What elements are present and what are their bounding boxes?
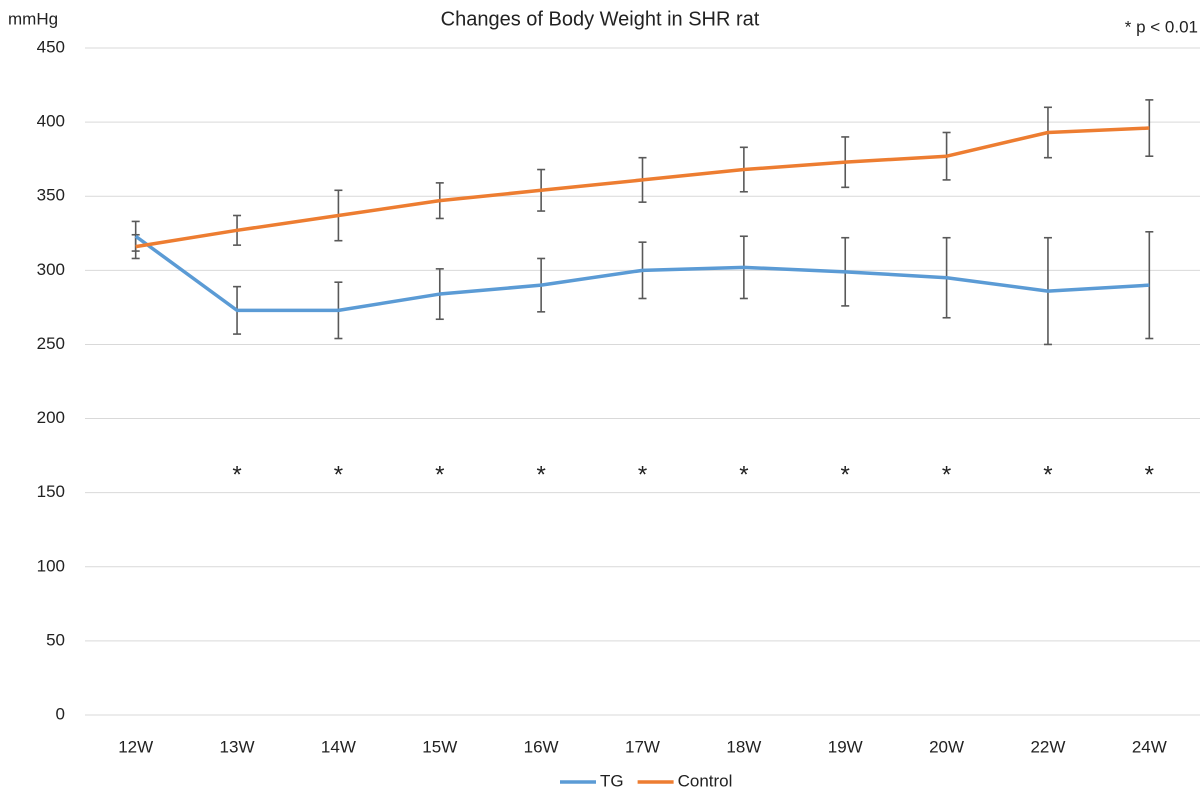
- x-tick-label: 22W: [1030, 737, 1065, 756]
- significance-marker: *: [435, 461, 444, 488]
- significance-marker: *: [739, 461, 748, 488]
- significance-marker: *: [638, 461, 647, 488]
- y-tick-label: 0: [56, 704, 65, 723]
- annotation: * p < 0.01: [1125, 17, 1198, 36]
- y-tick-label: 300: [37, 260, 65, 279]
- significance-marker: *: [1145, 461, 1154, 488]
- significance-marker: *: [1043, 461, 1052, 488]
- significance-marker: *: [942, 461, 951, 488]
- x-tick-label: 17W: [625, 737, 660, 756]
- chart-title: Changes of Body Weight in SHR rat: [441, 8, 760, 30]
- x-tick-label: 15W: [422, 737, 457, 756]
- y-tick-label: 450: [37, 37, 65, 56]
- legend-label: Control: [678, 771, 733, 790]
- x-tick-label: 18W: [726, 737, 761, 756]
- y-tick-label: 50: [46, 630, 65, 649]
- x-tick-label: 14W: [321, 737, 356, 756]
- x-tick-label: 24W: [1132, 737, 1167, 756]
- y-tick-label: 150: [37, 482, 65, 501]
- y-tick-label: 250: [37, 334, 65, 353]
- y-tick-label: 100: [37, 556, 65, 575]
- x-tick-label: 13W: [220, 737, 255, 756]
- y-tick-label: 400: [37, 112, 65, 131]
- legend-label: TG: [600, 771, 624, 790]
- y-tick-label: 200: [37, 408, 65, 427]
- significance-marker: *: [232, 461, 241, 488]
- x-tick-label: 16W: [524, 737, 559, 756]
- x-tick-label: 12W: [118, 737, 153, 756]
- significance-marker: *: [841, 461, 850, 488]
- x-tick-label: 19W: [828, 737, 863, 756]
- series-line: [134, 234, 1150, 313]
- y-tick-label: 350: [37, 186, 65, 205]
- significance-marker: *: [536, 461, 545, 488]
- x-tick-label: 20W: [929, 737, 964, 756]
- series-line: [135, 126, 1150, 249]
- significance-marker: *: [334, 461, 343, 488]
- y-axis-label: mmHg: [8, 9, 58, 28]
